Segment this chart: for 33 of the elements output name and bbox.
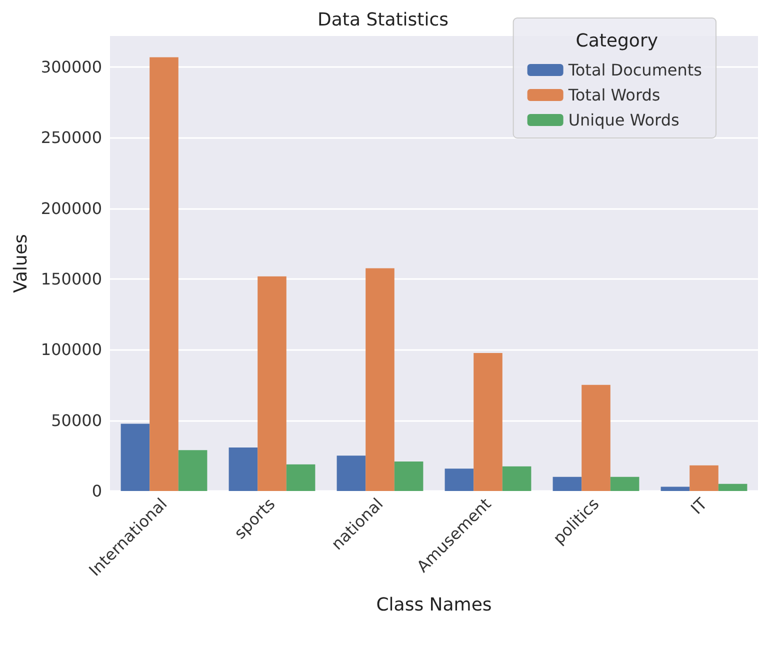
y-tick-label: 300000 [40, 58, 102, 77]
bar [552, 476, 582, 491]
y-tick-label: 100000 [40, 340, 102, 360]
bar [394, 461, 424, 491]
x-axis-title: Class Names [376, 594, 492, 616]
bar [660, 486, 690, 491]
bar [286, 464, 316, 491]
bar [474, 352, 502, 491]
legend-label: Total Documents [567, 60, 702, 80]
bar [690, 465, 718, 491]
bar [228, 447, 258, 491]
y-tick-label: 150000 [40, 270, 102, 289]
bar [582, 384, 610, 491]
y-axis-title: Values [10, 234, 32, 293]
legend-title: Category [576, 30, 658, 52]
y-tick-label: 250000 [40, 128, 102, 148]
legend-label: Unique Words [568, 110, 680, 130]
bar [150, 57, 178, 491]
chart-title: Data Statistics [318, 10, 448, 30]
legend-label: Total Words [567, 86, 660, 104]
bar [718, 484, 748, 491]
x-tick-label: IT [687, 494, 711, 518]
bar [178, 450, 208, 491]
bar [258, 276, 286, 491]
bar [502, 466, 532, 491]
bar [336, 456, 366, 491]
y-tick-label: 50000 [51, 410, 102, 430]
bar [120, 424, 150, 491]
bar [444, 468, 474, 491]
y-tick-label: 0 [92, 482, 102, 500]
bar [366, 268, 394, 491]
y-tick-label: 200000 [40, 198, 102, 218]
bar [610, 476, 640, 491]
